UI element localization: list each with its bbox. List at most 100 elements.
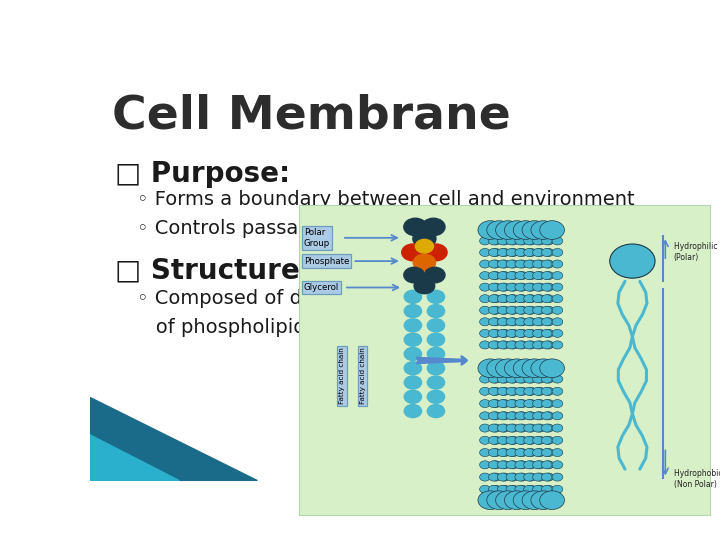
Circle shape bbox=[490, 272, 501, 280]
Circle shape bbox=[499, 341, 510, 349]
Circle shape bbox=[499, 272, 510, 280]
Circle shape bbox=[541, 473, 552, 481]
Circle shape bbox=[523, 473, 534, 481]
Circle shape bbox=[517, 318, 528, 326]
Circle shape bbox=[490, 375, 501, 383]
Circle shape bbox=[414, 278, 435, 294]
Circle shape bbox=[526, 260, 536, 268]
Circle shape bbox=[541, 341, 552, 349]
Circle shape bbox=[508, 272, 518, 280]
Circle shape bbox=[505, 221, 529, 239]
Circle shape bbox=[526, 473, 536, 481]
Circle shape bbox=[506, 449, 517, 457]
Circle shape bbox=[480, 260, 490, 268]
Polygon shape bbox=[90, 435, 179, 481]
Circle shape bbox=[526, 436, 536, 444]
Circle shape bbox=[534, 260, 545, 268]
Circle shape bbox=[490, 449, 501, 457]
Circle shape bbox=[526, 237, 536, 245]
Circle shape bbox=[544, 341, 554, 349]
Circle shape bbox=[533, 449, 544, 457]
Circle shape bbox=[523, 424, 534, 432]
Circle shape bbox=[508, 329, 518, 338]
Circle shape bbox=[506, 272, 517, 280]
Circle shape bbox=[544, 461, 554, 469]
Text: □ Purpose:: □ Purpose: bbox=[115, 160, 290, 188]
Circle shape bbox=[515, 341, 526, 349]
Circle shape bbox=[427, 333, 444, 346]
Circle shape bbox=[498, 237, 508, 245]
Circle shape bbox=[517, 424, 528, 432]
Circle shape bbox=[506, 400, 517, 408]
Circle shape bbox=[517, 248, 528, 256]
Circle shape bbox=[515, 436, 526, 444]
Circle shape bbox=[515, 449, 526, 457]
Circle shape bbox=[534, 272, 545, 280]
Circle shape bbox=[506, 412, 517, 420]
Circle shape bbox=[541, 318, 552, 326]
Circle shape bbox=[508, 375, 518, 383]
Circle shape bbox=[526, 375, 536, 383]
Circle shape bbox=[517, 436, 528, 444]
Circle shape bbox=[499, 329, 510, 338]
Circle shape bbox=[404, 390, 421, 403]
Circle shape bbox=[515, 306, 526, 314]
Circle shape bbox=[490, 387, 501, 395]
Circle shape bbox=[544, 272, 554, 280]
Circle shape bbox=[404, 362, 421, 375]
Circle shape bbox=[488, 318, 499, 326]
Circle shape bbox=[533, 237, 544, 245]
Circle shape bbox=[552, 461, 563, 469]
Circle shape bbox=[517, 473, 528, 481]
Circle shape bbox=[480, 449, 490, 457]
Circle shape bbox=[552, 318, 563, 326]
Circle shape bbox=[508, 387, 518, 395]
Circle shape bbox=[523, 318, 534, 326]
Circle shape bbox=[513, 221, 538, 239]
Circle shape bbox=[523, 237, 534, 245]
Circle shape bbox=[488, 248, 499, 256]
Circle shape bbox=[404, 267, 424, 283]
Circle shape bbox=[425, 244, 447, 261]
Circle shape bbox=[515, 412, 526, 420]
Circle shape bbox=[526, 329, 536, 338]
Circle shape bbox=[522, 359, 546, 377]
Circle shape bbox=[506, 473, 517, 481]
Circle shape bbox=[533, 295, 544, 303]
Circle shape bbox=[480, 375, 490, 383]
Circle shape bbox=[541, 295, 552, 303]
Circle shape bbox=[523, 306, 534, 314]
Circle shape bbox=[488, 329, 499, 338]
Circle shape bbox=[552, 412, 563, 420]
Circle shape bbox=[499, 449, 510, 457]
Circle shape bbox=[533, 424, 544, 432]
Circle shape bbox=[515, 387, 526, 395]
Circle shape bbox=[534, 318, 545, 326]
Circle shape bbox=[480, 272, 490, 280]
Circle shape bbox=[499, 473, 510, 481]
Circle shape bbox=[498, 387, 508, 395]
Circle shape bbox=[490, 329, 501, 338]
Circle shape bbox=[404, 319, 421, 332]
Circle shape bbox=[534, 283, 545, 291]
Circle shape bbox=[480, 473, 490, 481]
Circle shape bbox=[508, 449, 518, 457]
Circle shape bbox=[541, 400, 552, 408]
Circle shape bbox=[427, 291, 444, 303]
Circle shape bbox=[610, 244, 655, 278]
Circle shape bbox=[495, 359, 521, 377]
Circle shape bbox=[480, 306, 490, 314]
Circle shape bbox=[533, 248, 544, 256]
Circle shape bbox=[526, 461, 536, 469]
Circle shape bbox=[480, 424, 490, 432]
Circle shape bbox=[533, 375, 544, 383]
Circle shape bbox=[480, 248, 490, 256]
Circle shape bbox=[488, 400, 499, 408]
Circle shape bbox=[480, 400, 490, 408]
Circle shape bbox=[534, 485, 545, 494]
Circle shape bbox=[508, 248, 518, 256]
Circle shape bbox=[526, 400, 536, 408]
Circle shape bbox=[534, 449, 545, 457]
Circle shape bbox=[534, 412, 545, 420]
Circle shape bbox=[517, 329, 528, 338]
